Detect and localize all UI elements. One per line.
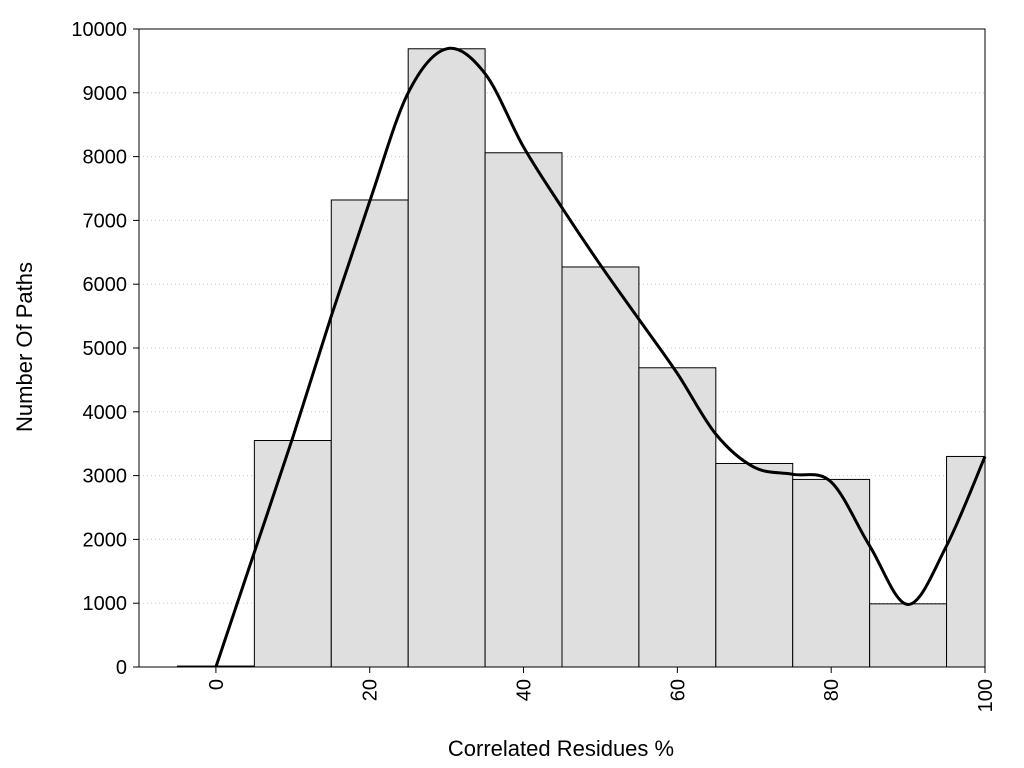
y-tick-label: 4000 xyxy=(83,402,128,424)
x-tick-label: 80 xyxy=(821,679,843,701)
histogram-bar xyxy=(407,48,486,668)
x-tick-label: 20 xyxy=(360,679,382,701)
histogram-bar xyxy=(330,199,409,668)
x-tick-label: 60 xyxy=(667,679,689,701)
histogram-bar xyxy=(715,462,794,668)
histogram-bar xyxy=(484,152,563,668)
x-tick-label: 40 xyxy=(514,679,536,701)
histogram-bar xyxy=(253,440,332,668)
y-tick-label: 7000 xyxy=(83,210,128,232)
x-tick-label: 0 xyxy=(206,679,228,690)
histogram-bar xyxy=(869,603,948,668)
y-tick-label: 2000 xyxy=(83,529,128,551)
y-tick-label: 3000 xyxy=(83,466,128,488)
histogram-bars xyxy=(176,48,986,668)
y-tick-label: 10000 xyxy=(71,19,127,41)
histogram-bar xyxy=(792,478,871,668)
y-tick-label: 8000 xyxy=(83,147,128,169)
histogram-bar xyxy=(561,266,640,668)
y-tick-label: 5000 xyxy=(83,338,128,360)
y-tick-label: 0 xyxy=(116,657,127,679)
density-curve-line xyxy=(214,46,987,668)
x-axis-label: Correlated Residues % xyxy=(448,736,674,761)
histogram-bar xyxy=(946,455,986,668)
y-axis-label: Number Of Paths xyxy=(12,262,37,432)
x-axis-ticks: 0 20 40 60 80 100 xyxy=(206,667,997,712)
y-tick-label: 6000 xyxy=(83,274,128,296)
y-tick-label: 1000 xyxy=(83,593,128,615)
y-axis-ticks: 0 1000 2000 3000 4000 5000 6000 7000 8000 9000 100… xyxy=(71,19,139,679)
x-tick-label: 100 xyxy=(975,679,997,712)
density-curve xyxy=(214,46,987,668)
histogram-bar xyxy=(638,367,717,668)
y-tick-label: 9000 xyxy=(83,83,128,105)
